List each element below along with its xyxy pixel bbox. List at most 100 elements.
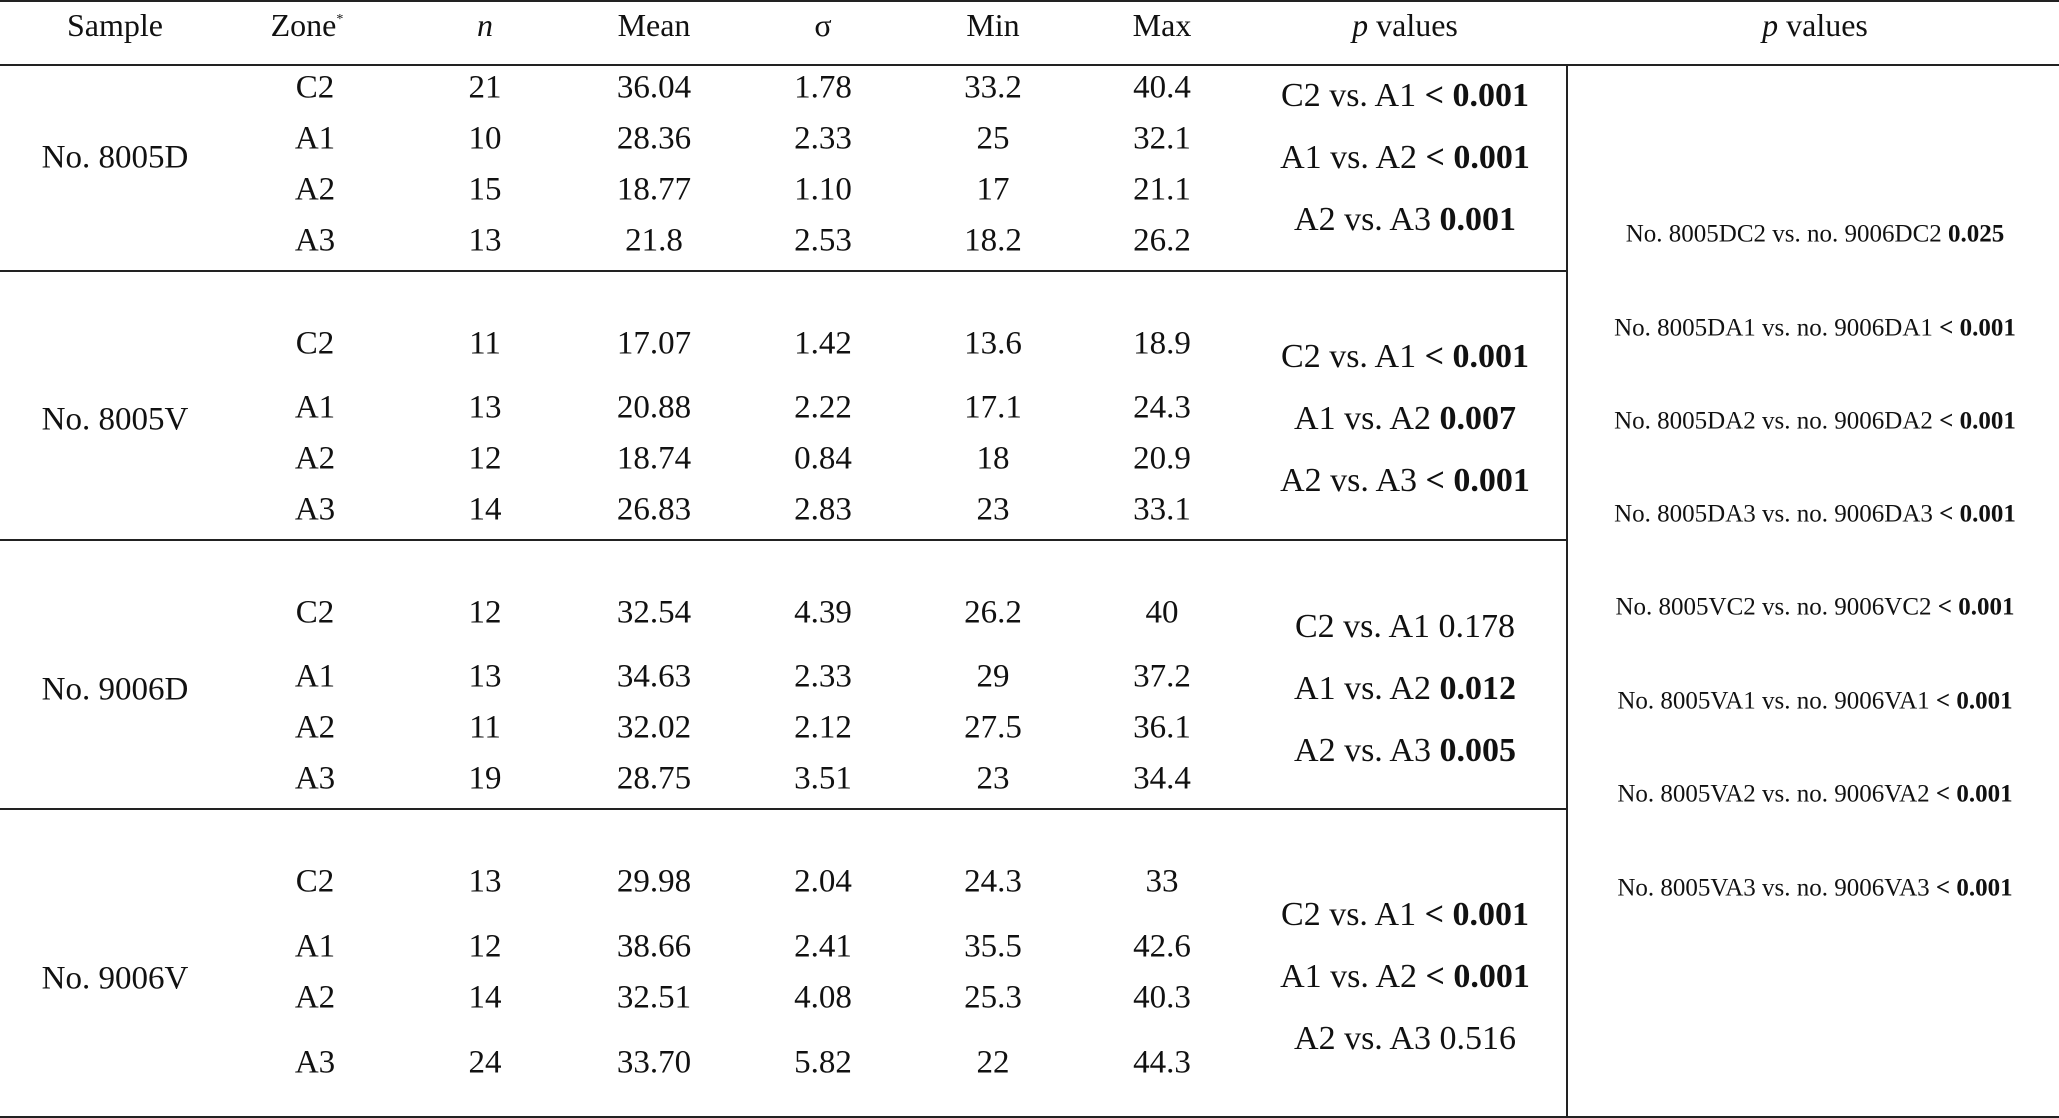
cell-sigma: 2.33: [794, 658, 852, 695]
within-sample-p-value: A2 vs. A3 0.005: [1294, 734, 1516, 768]
cell-min: 26.2: [964, 594, 1022, 631]
p-value-significant: 0.005: [1439, 732, 1516, 769]
cell-max: 40.3: [1133, 979, 1191, 1016]
cell-min: 24.3: [964, 863, 1022, 900]
cell-sigma: 4.39: [794, 594, 852, 631]
pvalue-column-divider: [1566, 64, 1568, 1116]
cell-n: 13: [468, 389, 502, 426]
p-value-significant: < 0.001: [1425, 139, 1530, 176]
comparison-label: No. 8005VA3 vs. no. 9006VA3: [1617, 874, 1936, 902]
comparison-p-value: < 0.001: [1935, 874, 2013, 902]
cell-mean: 18.74: [616, 440, 692, 477]
cell-min: 17.1: [964, 389, 1022, 426]
cell-sigma: 2.33: [794, 120, 852, 157]
cell-min: 33.2: [964, 69, 1022, 106]
cell-zone: A3: [294, 491, 336, 528]
p-value-comparison-label: A2 vs. A3: [1280, 462, 1426, 499]
between-sample-p-value: No. 8005DC2 vs. no. 9006DC2 0.025: [1626, 222, 2005, 247]
p-value-significant: 0.001: [1439, 201, 1516, 238]
header-zone-footnote-marker: *: [336, 12, 344, 27]
cell-mean: 17.07: [616, 325, 692, 362]
p-value-comparison-label: C2 vs. A1: [1281, 896, 1425, 933]
cell-min: 25: [976, 120, 1010, 157]
comparison-p-value: 0.025: [1948, 220, 2005, 248]
comparison-label: No. 8005DA1 vs. no. 9006DA1: [1614, 314, 1940, 342]
within-sample-p-value: A1 vs. A2 < 0.001: [1280, 141, 1530, 175]
cell-max: 33.1: [1133, 491, 1191, 528]
comparison-label: No. 8005DA2 vs. no. 9006DA2: [1614, 407, 1940, 435]
cell-sigma: 0.84: [794, 440, 852, 477]
cell-min: 18.2: [964, 222, 1022, 259]
header-p-values-between: p values: [1762, 9, 1868, 41]
p-value-comparison-label: A1 vs. A2: [1280, 958, 1426, 995]
cell-mean: 21.8: [625, 222, 683, 259]
comparison-label: No. 8005DA3 vs. no. 9006DA3: [1614, 500, 1940, 528]
cell-min: 23: [976, 760, 1010, 797]
p-value-comparison-label: A1 vs. A2: [1280, 139, 1426, 176]
within-sample-p-value: A1 vs. A2 < 0.001: [1280, 960, 1530, 994]
p-value-significant: < 0.001: [1425, 958, 1530, 995]
header-p-symbol-between: p: [1762, 7, 1779, 43]
header-n: n: [477, 7, 493, 43]
header-min: Min: [966, 7, 1020, 43]
within-sample-p-value: A1 vs. A2 0.012: [1294, 672, 1516, 706]
cell-n: 14: [468, 979, 502, 1016]
p-value-comparison-label: A1 vs. A2: [1294, 400, 1440, 437]
comparison-p-value: < 0.001: [1939, 314, 2016, 342]
cell-zone: A3: [294, 1044, 336, 1081]
cell-mean: 36.04: [616, 69, 692, 106]
group-rule-2: [0, 539, 1567, 541]
cell-sigma: 2.22: [794, 389, 852, 426]
p-value-comparison-label: C2 vs. A1: [1281, 338, 1425, 375]
cell-zone: A3: [294, 760, 336, 797]
cell-max: 26.2: [1133, 222, 1191, 259]
between-sample-p-value: No. 8005DA1 vs. no. 9006DA1 < 0.001: [1614, 316, 2016, 341]
cell-sigma: 2.53: [794, 222, 852, 259]
comparison-label: No. 8005DC2 vs. no. 9006DC2: [1625, 220, 1948, 248]
cell-n: 10: [468, 120, 502, 157]
cell-sigma: 2.12: [794, 709, 852, 746]
cell-mean: 28.75: [616, 760, 692, 797]
cell-max: 44.3: [1133, 1044, 1191, 1081]
cell-n: 13: [468, 658, 502, 695]
p-value-significant: < 0.001: [1424, 77, 1529, 114]
header-zone: Zone*: [271, 9, 344, 41]
cell-mean: 38.66: [616, 928, 692, 965]
within-sample-p-value: C2 vs. A1 < 0.001: [1281, 79, 1529, 113]
comparison-p-value: < 0.001: [1939, 407, 2016, 435]
cell-n: 11: [469, 709, 501, 746]
cell-sigma: 2.04: [794, 863, 852, 900]
header-sigma: σ: [814, 7, 832, 43]
cell-sigma: 1.42: [794, 325, 852, 362]
cell-max: 33: [1145, 863, 1179, 900]
cell-n: 12: [468, 440, 502, 477]
header-max: Max: [1132, 7, 1192, 43]
cell-n: 24: [468, 1044, 502, 1081]
table-top-rule: [0, 0, 2059, 2]
header-p-values-between-text: values: [1778, 7, 1868, 43]
cell-sigma: 1.10: [794, 171, 852, 208]
comparison-p-value: < 0.001: [1935, 687, 2013, 715]
cell-n: 21: [468, 69, 502, 106]
between-sample-p-value: No. 8005VA1 vs. no. 9006VA1 < 0.001: [1617, 689, 2012, 714]
cell-max: 37.2: [1133, 658, 1191, 695]
cell-mean: 20.88: [616, 389, 692, 426]
p-value-significant: < 0.001: [1424, 896, 1529, 933]
cell-min: 13.6: [964, 325, 1022, 362]
within-sample-p-value: A2 vs. A3 0.516: [1294, 1022, 1516, 1056]
cell-sigma: 5.82: [794, 1044, 852, 1081]
cell-n: 12: [468, 928, 502, 965]
comparison-p-value: < 0.001: [1935, 780, 2013, 808]
cell-zone: C2: [295, 594, 335, 631]
within-sample-p-value: A2 vs. A3 0.001: [1294, 203, 1516, 237]
sample-label: No. 9006D: [41, 671, 189, 708]
cell-min: 35.5: [964, 928, 1022, 965]
cell-zone: C2: [295, 325, 335, 362]
cell-n: 13: [468, 222, 502, 259]
cell-max: 36.1: [1133, 709, 1191, 746]
cell-min: 18: [976, 440, 1010, 477]
header-p-values: p values: [1352, 9, 1458, 41]
comparison-p-value: < 0.001: [1939, 500, 2016, 528]
between-sample-p-value: No. 8005DA3 vs. no. 9006DA3 < 0.001: [1614, 502, 2016, 527]
cell-zone: A3: [294, 222, 336, 259]
